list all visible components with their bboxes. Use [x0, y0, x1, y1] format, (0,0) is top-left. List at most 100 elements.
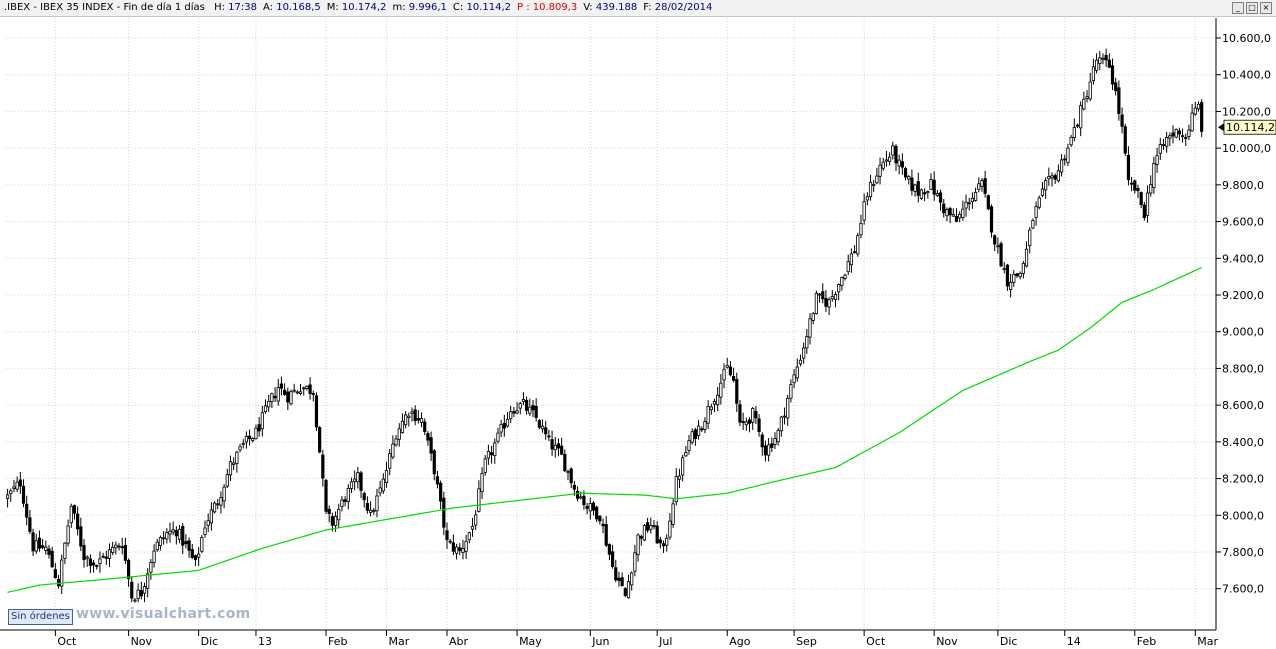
candle-body — [225, 474, 229, 487]
x-tick-label: Jul — [658, 635, 672, 648]
candle-body — [349, 481, 354, 489]
candle — [314, 392, 319, 432]
candle — [1066, 143, 1070, 166]
header-field-value: 10.174,2 — [341, 2, 387, 13]
candle — [607, 543, 612, 561]
orders-status-button[interactable]: Sin órdenes — [8, 609, 73, 625]
candle-body — [270, 393, 274, 403]
last-price-arrow — [1218, 123, 1224, 132]
candle — [776, 427, 780, 446]
candle-body — [782, 415, 787, 418]
candle-body — [652, 525, 656, 527]
candle-body — [693, 429, 697, 440]
candle — [50, 546, 54, 568]
candle-body — [642, 525, 647, 541]
candle — [368, 501, 373, 517]
candle — [862, 193, 866, 225]
candle-body — [56, 578, 61, 587]
candle-body — [130, 581, 134, 599]
candle — [197, 547, 201, 566]
candle — [1044, 177, 1048, 199]
candle — [241, 439, 245, 449]
candle-body — [104, 556, 108, 559]
candle-body — [1047, 176, 1051, 180]
candle-body — [302, 387, 306, 390]
candle-body — [423, 421, 427, 432]
header-field-value: 10.114,2 — [466, 2, 511, 13]
close-button[interactable]: × — [1260, 2, 1272, 14]
candle — [970, 192, 975, 209]
candle-body — [467, 532, 471, 541]
candle-body — [544, 427, 548, 435]
candle — [722, 363, 726, 389]
candle — [814, 290, 818, 315]
candle-body — [747, 419, 752, 424]
candle — [104, 550, 108, 565]
candle-body — [1088, 81, 1092, 100]
candle — [792, 369, 796, 389]
candle — [894, 144, 898, 171]
candle — [489, 445, 494, 464]
candle — [1187, 124, 1191, 141]
candle-body — [942, 203, 946, 214]
candle — [1180, 128, 1185, 143]
candle — [295, 390, 299, 395]
candle-body — [260, 412, 264, 430]
candle-body — [85, 556, 89, 559]
candle-body — [63, 542, 67, 559]
candle-body — [1120, 114, 1124, 127]
candle-body — [76, 513, 80, 530]
candle — [200, 534, 204, 554]
candle — [337, 503, 341, 528]
candle-body — [786, 397, 790, 419]
candle-body — [117, 545, 121, 548]
candle — [1034, 201, 1038, 226]
candle — [439, 480, 443, 510]
candle — [999, 241, 1003, 268]
candle — [518, 401, 522, 415]
candle — [397, 423, 401, 447]
candle — [171, 521, 175, 536]
candle-body — [1059, 159, 1064, 173]
candle-body — [276, 387, 280, 402]
candle-body — [983, 178, 987, 194]
candle-body — [142, 586, 147, 594]
candle — [470, 517, 475, 537]
y-tick-label: 10.400,0 — [1222, 69, 1271, 82]
candle — [636, 533, 640, 562]
candle — [149, 559, 153, 580]
candle — [849, 248, 854, 273]
candle-body — [136, 589, 140, 599]
candle — [251, 437, 255, 443]
x-tick-label: Abr — [449, 635, 469, 648]
candle-body — [833, 294, 838, 300]
candle — [900, 153, 904, 175]
candle-body — [639, 536, 643, 539]
candle-body — [1098, 57, 1102, 65]
candle-body — [525, 399, 529, 411]
candle-body — [365, 503, 370, 511]
candle-body — [353, 478, 357, 482]
candle-body — [375, 495, 379, 512]
candle — [782, 407, 787, 425]
candle — [767, 437, 771, 462]
y-axis: 7.600,0 7.800,0 8.000,0 8.200,0 8.400,0 8.600… — [1215, 18, 1271, 630]
candle — [391, 435, 395, 460]
maximize-button[interactable]: □ — [1246, 2, 1258, 14]
candle-body — [550, 439, 554, 450]
candle-body — [948, 208, 952, 216]
candle — [451, 534, 455, 556]
candle-body — [18, 479, 22, 487]
minimize-button[interactable]: _ — [1232, 2, 1244, 14]
candle — [480, 467, 484, 499]
candle — [212, 500, 217, 514]
candle — [404, 411, 408, 429]
candle — [1184, 133, 1188, 146]
candle — [856, 232, 860, 257]
candle-body — [630, 572, 634, 586]
candle — [521, 392, 526, 406]
candle-body — [1107, 59, 1111, 68]
candle — [731, 367, 736, 383]
candle-body — [101, 555, 105, 558]
